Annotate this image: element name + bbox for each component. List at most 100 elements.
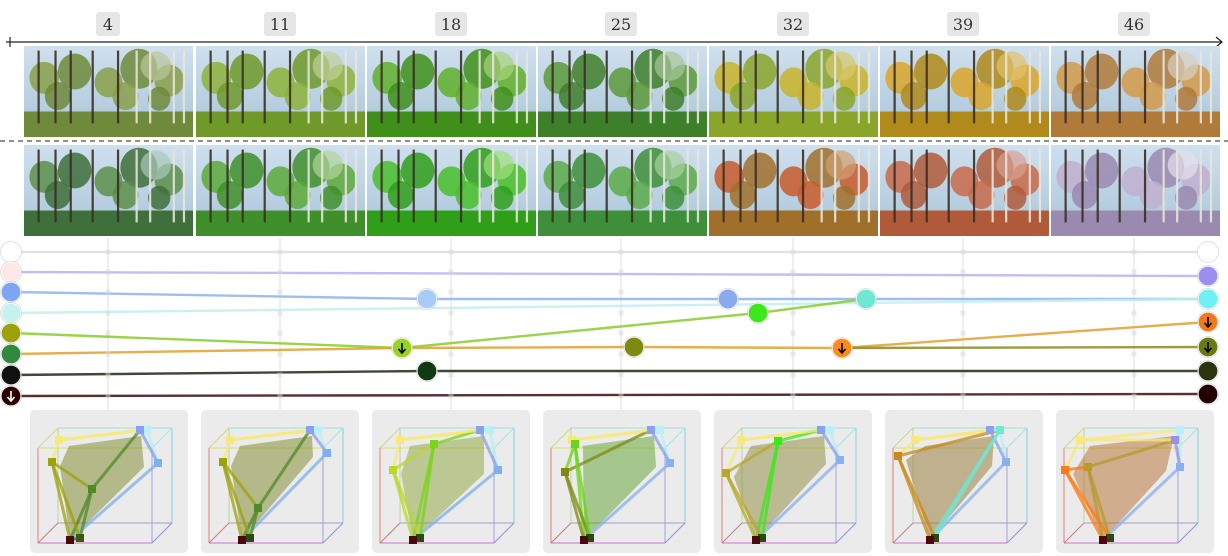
frame-number: 25 [611, 15, 631, 34]
palette-vertex [931, 534, 939, 542]
frame-number: 4 [103, 15, 113, 34]
track-tick [1131, 351, 1137, 357]
rgb-cube-panel [30, 410, 188, 553]
track-tick [618, 249, 624, 255]
frame-label: 4 [96, 12, 120, 36]
track-tick [790, 372, 796, 378]
palette-node [855, 288, 877, 310]
frame-number: 39 [953, 15, 973, 34]
palette-node [0, 241, 22, 263]
palette-vertex [926, 536, 934, 544]
palette-vertex [430, 440, 438, 448]
palette-vertex [894, 452, 902, 460]
palette-node [1197, 360, 1219, 382]
photo-rows [24, 46, 1220, 236]
track-tick [1131, 310, 1137, 316]
palette-track-line [10, 369, 1208, 377]
track-tick [960, 249, 966, 255]
palette-vertex [1176, 426, 1184, 434]
palette-vertex [494, 466, 502, 474]
track-tick [448, 351, 454, 357]
original-photo [367, 46, 536, 137]
track-tick [960, 289, 966, 295]
palette-node [0, 322, 22, 344]
track-tick [618, 393, 624, 399]
palette-node [1197, 383, 1219, 405]
track-tick [1131, 393, 1137, 399]
palette-vertex [586, 534, 594, 542]
original-photo [196, 46, 365, 137]
palette-vertex [76, 534, 84, 542]
track-tick [960, 351, 966, 357]
recolored-photo [196, 145, 365, 236]
frame-number: 11 [270, 15, 290, 34]
original-photo [1051, 46, 1220, 137]
track-tick [277, 249, 283, 255]
recolored-photo [367, 145, 536, 236]
palette-vertex [774, 437, 782, 445]
palette-track-line [10, 297, 867, 350]
track-tick [448, 372, 454, 378]
palette-vertex [836, 456, 844, 464]
palette-vertex [817, 426, 825, 434]
palette-node [717, 288, 739, 310]
timeline-axis [6, 36, 1223, 48]
palette-vertex [758, 534, 766, 542]
original-photo [538, 46, 707, 137]
palette-vertex [1061, 466, 1069, 474]
original-photo [880, 46, 1049, 137]
track-tick [277, 330, 283, 336]
palette-vertex [1084, 463, 1092, 471]
rgb-cube-panel [201, 410, 359, 553]
palette-node [391, 337, 413, 359]
track-tick [1131, 269, 1137, 275]
palette-node [0, 261, 22, 283]
track-tick [448, 289, 454, 295]
frame-number: 18 [441, 15, 461, 34]
palette-vertex [226, 436, 234, 444]
track-tick [1131, 372, 1137, 378]
palette-node [0, 302, 22, 324]
palette-vertex [722, 469, 730, 477]
palette-node [1197, 241, 1219, 263]
palette-node [623, 336, 645, 358]
palette-vertex [737, 436, 745, 444]
rgb-cube-panels [30, 410, 1214, 553]
palette-vertex [55, 436, 63, 444]
track-tick [448, 249, 454, 255]
recolored-photo [1051, 145, 1220, 236]
track-tick [448, 269, 454, 275]
palette-tracks [0, 241, 1219, 407]
frame-label: 18 [435, 12, 467, 36]
palette-vertex [571, 440, 579, 448]
palette-vertex [486, 426, 494, 434]
track-tick [277, 289, 283, 295]
palette-track-line [841, 345, 1209, 350]
palette-vertex [996, 426, 1004, 434]
palette-vertex [911, 436, 919, 444]
track-tick [1131, 330, 1137, 336]
track-tick [105, 249, 111, 255]
palette-vertex [238, 536, 246, 544]
track-tick [790, 289, 796, 295]
palette-node [0, 281, 22, 303]
frame-label: 39 [947, 12, 979, 36]
frame-label: 46 [1118, 12, 1150, 36]
track-tick [105, 330, 111, 336]
recolored-photo [880, 145, 1049, 236]
palette-vertex [323, 449, 331, 457]
track-tick [105, 269, 111, 275]
track-tick [618, 289, 624, 295]
palette-node [0, 343, 22, 365]
palette-vertex [136, 426, 144, 434]
palette-node [1197, 288, 1219, 310]
palette-vertex [254, 504, 262, 512]
track-tick [277, 351, 283, 357]
track-tick [277, 310, 283, 316]
palette-vertex [66, 536, 74, 544]
track-tick [790, 330, 796, 336]
palette-node [0, 385, 22, 407]
recolored-photo [24, 145, 193, 236]
track-tick [448, 393, 454, 399]
palette-track-line [10, 270, 1209, 278]
